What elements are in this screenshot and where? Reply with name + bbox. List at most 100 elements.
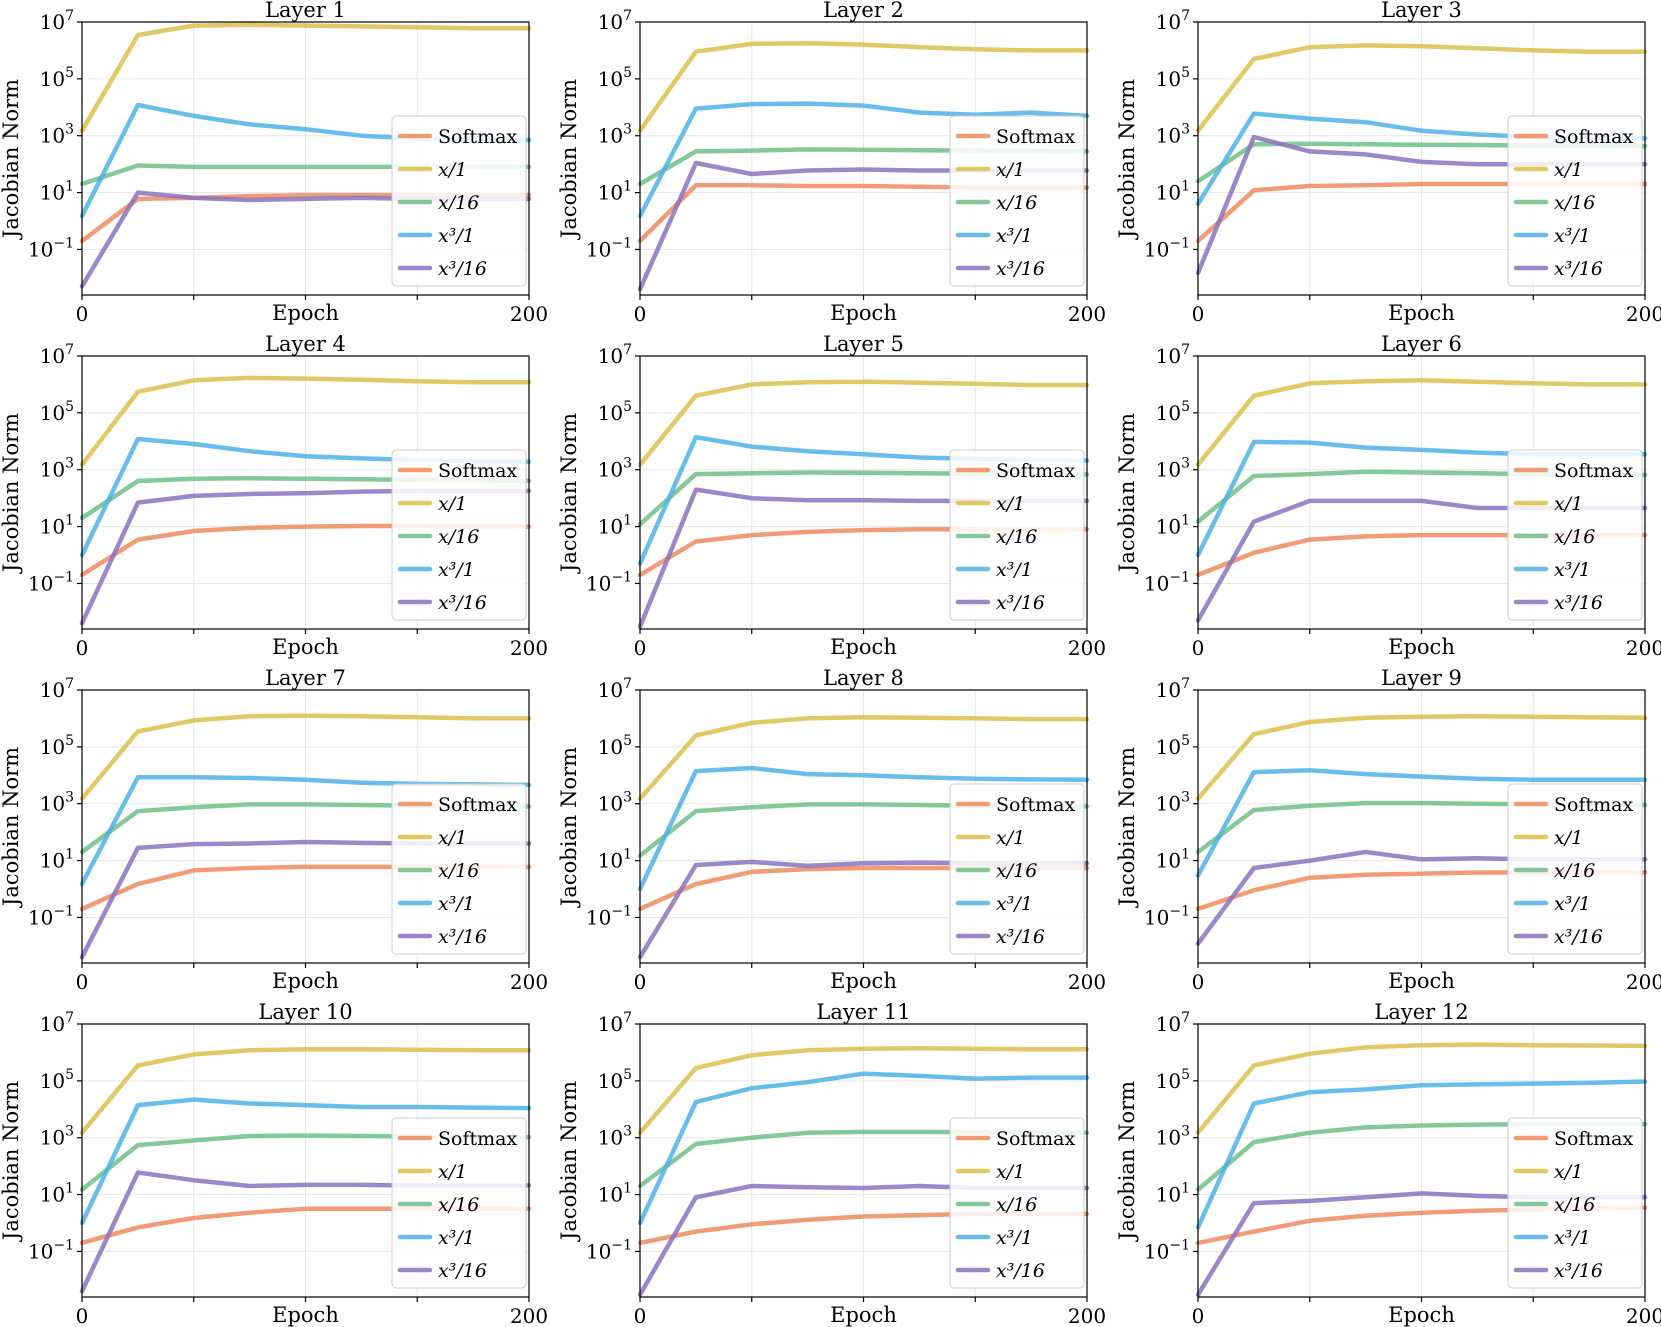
series-line-x1 [79,713,532,801]
y-axis-label: Jacobian Norm [557,79,581,240]
x-tick-label: 0 [1192,970,1205,994]
legend-label-x16: x/16 [996,860,1037,882]
legend-label-x1: x/1 [438,827,467,849]
series-line-x1 [1195,378,1648,467]
x-tick-label: 200 [1626,970,1661,994]
panel-layer-1: 107 105 103 101 10−1 0 200 Layer 1 Epoch Jacobian… [0,0,548,326]
y-tick-label: 103 [1156,122,1190,148]
legend: Softmax x/1 x/16 x³/1 x³/16 [1507,449,1643,621]
y-axis-label: Jacobian Norm [1115,413,1139,574]
legend-label-softmax: Softmax [1554,1128,1633,1150]
x-tick-label: 200 [1626,302,1661,326]
y-tick-label: 101 [40,1181,74,1207]
x-axis-label: Epoch [830,969,897,993]
legend-label-x3_1: x³/1 [1554,1227,1591,1249]
legend-label-x3_1: x³/1 [438,1227,475,1249]
legend-label-x3_1: x³/1 [438,225,475,247]
legend-label-x3_16: x³/16 [1554,1260,1603,1282]
y-tick-label: 107 [598,8,632,34]
x-tick-label: 200 [510,970,548,994]
legend-label-softmax: Softmax [438,126,517,148]
series-line-x1 [637,40,1090,133]
x-tick-label: 0 [76,636,89,660]
y-tick-label: 10−1 [28,1237,74,1263]
legend-label-softmax: Softmax [438,794,517,816]
y-tick-label: 103 [40,1124,74,1150]
legend: Softmax x/1 x/16 x³/1 x³/16 [949,449,1085,621]
x-tick-label: 0 [634,1304,647,1327]
legend-label-x16: x/16 [438,860,479,882]
series-line-x1 [1195,713,1648,801]
series-line-x1 [79,375,532,467]
y-tick-label: 103 [1156,1124,1190,1150]
y-tick-label: 103 [1156,790,1190,816]
legend-label-x3_16: x³/16 [438,592,487,614]
y-axis-label: Jacobian Norm [0,747,23,908]
y-tick-label: 103 [598,1124,632,1150]
y-tick-label: 101 [598,847,632,873]
legend: Softmax x/1 x/16 x³/1 x³/16 [1507,783,1643,955]
y-axis-label: Jacobian Norm [0,413,23,574]
legend-box [949,783,1085,955]
legend-label-x3_1: x³/1 [1554,225,1591,247]
y-tick-label: 101 [1156,513,1190,539]
legend: Softmax x/1 x/16 x³/1 x³/16 [391,1117,527,1289]
legend-label-x16: x/16 [996,1194,1037,1216]
y-tick-label: 101 [598,513,632,539]
legend-label-softmax: Softmax [1554,126,1633,148]
legend-label-x3_1: x³/1 [438,559,475,581]
legend-label-x16: x/16 [438,1194,479,1216]
panel-title: Layer 11 [816,1000,910,1024]
x-axis-label: Epoch [830,301,897,325]
series-line-x1 [637,715,1090,801]
y-tick-label: 107 [40,8,74,34]
y-tick-label: 105 [598,65,632,91]
x-tick-label: 0 [634,636,647,660]
x-axis-label: Epoch [1388,969,1455,993]
y-tick-label: 107 [598,1010,632,1036]
series-line-x1 [1195,1042,1648,1135]
x-tick-label: 0 [76,1304,89,1327]
series-line-x3_1 [637,1071,1090,1226]
legend-label-x3_16: x³/16 [1554,926,1603,948]
series-line-x3_1 [637,765,1090,892]
y-tick-label: 105 [598,399,632,425]
y-tick-label: 101 [1156,1181,1190,1207]
legend-label-x3_16: x³/16 [438,926,487,948]
legend-label-x1: x/1 [438,159,467,181]
legend-box [949,115,1085,287]
panel-layer-6: 107 105 103 101 10−1 0 200 Layer 6 Epoch Jacobian… [1115,332,1661,660]
legend-box [1507,449,1643,621]
legend: Softmax x/1 x/16 x³/1 x³/16 [391,449,527,621]
legend-label-softmax: Softmax [1554,794,1633,816]
y-tick-label: 105 [1156,399,1190,425]
y-tick-label: 10−1 [586,569,632,595]
y-tick-label: 105 [40,399,74,425]
legend-label-x3_16: x³/16 [438,258,487,280]
legend: Softmax x/1 x/16 x³/1 x³/16 [949,1117,1085,1289]
y-tick-label: 101 [598,179,632,205]
legend: Softmax x/1 x/16 x³/1 x³/16 [391,783,527,955]
legend: Softmax x/1 x/16 x³/1 x³/16 [949,115,1085,287]
x-axis-label: Epoch [272,1303,339,1327]
y-tick-label: 10−1 [1144,903,1190,929]
panel-title: Layer 2 [823,0,904,22]
series-line-x1 [1195,43,1648,133]
series-line-x1 [637,379,1090,467]
x-tick-label: 0 [634,970,647,994]
panel-title: Layer 12 [1374,1000,1468,1024]
y-tick-label: 107 [1156,342,1190,368]
legend-label-x1: x/1 [1554,493,1583,515]
y-tick-label: 103 [40,790,74,816]
y-tick-label: 10−1 [586,235,632,261]
panel-title: Layer 5 [823,332,904,356]
legend-label-x16: x/16 [438,526,479,548]
series-line-x1 [637,1046,1090,1135]
y-tick-label: 10−1 [1144,1237,1190,1263]
y-tick-label: 107 [1156,676,1190,702]
legend-label-x1: x/1 [438,493,467,515]
x-tick-label: 0 [76,970,89,994]
y-tick-label: 105 [40,65,74,91]
legend-label-x3_1: x³/1 [996,559,1033,581]
y-tick-label: 103 [1156,456,1190,482]
